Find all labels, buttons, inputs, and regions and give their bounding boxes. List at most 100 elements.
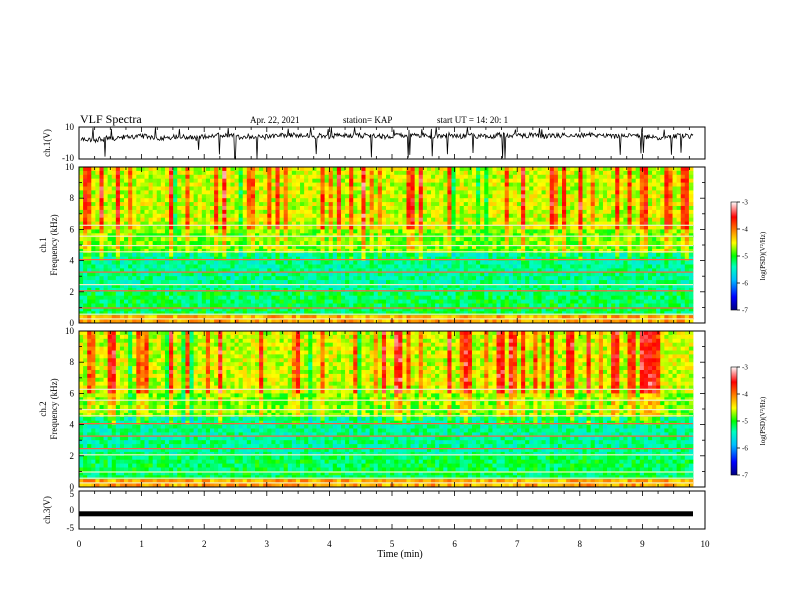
spectrogram-cell bbox=[410, 280, 416, 285]
spectrogram-cell bbox=[234, 178, 240, 183]
spectrogram-cell bbox=[402, 287, 407, 293]
spectrogram-cell bbox=[361, 256, 366, 261]
spectrogram-cell bbox=[631, 256, 637, 261]
spectrogram-cell bbox=[639, 198, 645, 203]
spectrogram-cell bbox=[635, 167, 641, 172]
spectrogram-cell bbox=[87, 217, 92, 222]
spectrogram-cell bbox=[676, 209, 682, 215]
spectrogram-cell bbox=[259, 241, 264, 246]
spectrogram-cell bbox=[218, 233, 223, 238]
spectrogram-cell bbox=[250, 284, 256, 289]
spectrogram-cell bbox=[312, 241, 317, 246]
spectrogram-cell bbox=[156, 178, 162, 183]
spectrogram-cell bbox=[664, 225, 669, 230]
spectrogram-cell bbox=[631, 287, 637, 293]
spectrogram-cell bbox=[222, 284, 227, 289]
spectrogram-cell bbox=[516, 190, 522, 195]
spectrogram-cell bbox=[676, 217, 682, 222]
spectrogram-cell bbox=[230, 206, 235, 211]
spectrogram-cell bbox=[566, 260, 571, 265]
spectrogram-cell bbox=[414, 178, 420, 183]
spectrogram-cell bbox=[512, 245, 518, 250]
spectrogram-cell bbox=[332, 213, 338, 219]
spectrogram-cell bbox=[652, 194, 657, 199]
spectrogram-cell bbox=[279, 276, 285, 281]
spectrogram-cell bbox=[533, 186, 538, 191]
spectrogram-cell bbox=[562, 248, 567, 254]
spectrogram-cell bbox=[566, 209, 571, 215]
spectrogram-cell bbox=[304, 260, 309, 265]
spectrogram-cell bbox=[660, 178, 665, 183]
spectrogram-cell bbox=[304, 264, 309, 269]
spectrogram-cell bbox=[320, 221, 325, 226]
spectrogram-cell bbox=[512, 206, 518, 211]
spectrogram-cell bbox=[345, 260, 350, 265]
spectrogram-cell bbox=[557, 256, 563, 261]
spectrogram-cell bbox=[193, 287, 199, 293]
spectrogram-cell bbox=[488, 245, 493, 250]
spectrogram-cell bbox=[414, 170, 420, 176]
spectrogram-cell bbox=[308, 213, 313, 219]
spectrogram-cell bbox=[91, 198, 96, 203]
spectrogram-cell bbox=[566, 202, 571, 207]
spectrogram-cell bbox=[287, 206, 293, 211]
spectrogram-cell bbox=[267, 213, 272, 219]
spectrogram-cell bbox=[148, 182, 154, 187]
spectrogram-cell bbox=[361, 287, 366, 293]
spectrogram-cell bbox=[87, 252, 92, 258]
spectrogram-cell bbox=[222, 260, 227, 265]
spectrogram-cell bbox=[639, 237, 645, 242]
spectrogram-cell bbox=[390, 178, 395, 183]
spectrogram-cell bbox=[414, 245, 420, 250]
spectrogram-cell bbox=[594, 237, 600, 242]
spectrogram-cell bbox=[615, 284, 620, 289]
spectrogram-cell bbox=[340, 268, 346, 273]
spectrogram-cell bbox=[214, 284, 219, 289]
spectrogram-cell bbox=[562, 291, 567, 297]
spectrogram-cell bbox=[230, 209, 235, 215]
spectrogram-cell bbox=[451, 241, 456, 246]
spectrogram-cell bbox=[107, 241, 113, 246]
spectrogram-cell bbox=[643, 241, 649, 246]
spectrogram-cell bbox=[435, 264, 440, 269]
spectrogram-cell bbox=[312, 198, 317, 203]
spectrogram-cell bbox=[496, 194, 502, 199]
spectrogram-cell bbox=[631, 284, 637, 289]
spectrogram-cell bbox=[394, 252, 399, 258]
spectrogram-cell bbox=[250, 291, 256, 297]
spectrogram-cell bbox=[623, 221, 628, 226]
spectrogram-cell bbox=[680, 268, 686, 273]
spectrogram-cell bbox=[222, 252, 227, 258]
spectrogram-cell bbox=[222, 167, 227, 172]
spectrogram-cell bbox=[566, 241, 571, 246]
spectrogram-cell bbox=[300, 178, 305, 183]
spectrogram-cell bbox=[152, 194, 158, 199]
spectrogram-cell bbox=[332, 245, 338, 250]
spectrogram-cell bbox=[386, 237, 391, 242]
spectrogram-cell bbox=[115, 291, 121, 297]
spectrogram-cell bbox=[557, 248, 563, 254]
spectrogram-cell bbox=[668, 241, 673, 246]
spectrogram-cell bbox=[590, 252, 596, 258]
spectrogram-cell bbox=[562, 252, 567, 258]
spectrogram-cell bbox=[91, 237, 96, 242]
spectrogram-cell bbox=[410, 209, 416, 215]
spectrogram-cell bbox=[205, 178, 211, 183]
spectrogram-cell bbox=[148, 268, 154, 273]
spectrogram-cell bbox=[79, 209, 84, 215]
spectrogram-cell bbox=[349, 284, 354, 289]
spectrogram-cell bbox=[582, 260, 587, 265]
spectrogram-cell bbox=[504, 256, 510, 261]
spectrogram-cell bbox=[365, 291, 371, 297]
spectrogram-cell bbox=[566, 268, 571, 273]
spectrogram-cell bbox=[144, 229, 149, 234]
spectrogram-cell bbox=[79, 233, 84, 238]
spectrogram-cell bbox=[357, 221, 362, 226]
spectrogram-cell bbox=[471, 245, 477, 250]
spectrogram-cell bbox=[631, 280, 637, 285]
spectrogram-cell bbox=[684, 182, 690, 187]
spectrogram-cell bbox=[308, 291, 313, 297]
spectrogram-cell bbox=[607, 209, 612, 215]
spectrogram-cell bbox=[136, 209, 141, 215]
spectrogram-cell bbox=[406, 198, 411, 203]
